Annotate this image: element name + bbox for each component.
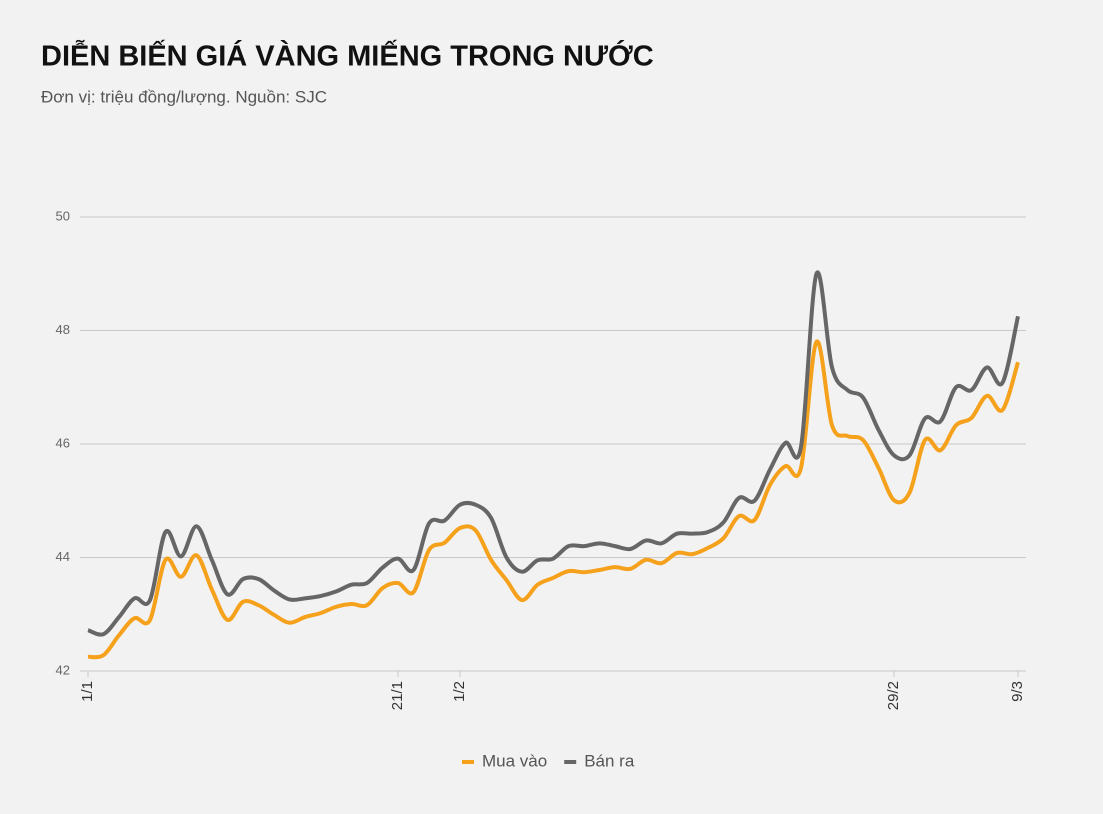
legend-label: Bán ra xyxy=(584,751,635,770)
x-tick-label: 9/3 xyxy=(1009,681,1026,702)
x-tick-label: 1/1 xyxy=(79,681,96,702)
y-tick-label: 50 xyxy=(56,208,70,223)
chart-subtitle: Đơn vị: triệu đồng/lượng. Nguồn: SJC xyxy=(41,87,327,106)
y-tick-label: 44 xyxy=(56,549,70,564)
line-series xyxy=(87,339,1020,660)
y-tick-label: 42 xyxy=(56,662,70,677)
x-tick-label: 29/2 xyxy=(885,681,902,710)
y-tick-label: 46 xyxy=(56,435,70,450)
y-tick-label: 48 xyxy=(56,322,70,337)
line-series xyxy=(87,270,1020,637)
legend-label: Mua vào xyxy=(482,751,547,770)
x-tick-label: 1/2 xyxy=(451,681,468,702)
chart-title: DIỄN BIẾN GIÁ VÀNG MIẾNG TRONG NƯỚC xyxy=(41,39,654,73)
x-tick-label: 21/1 xyxy=(389,681,406,710)
